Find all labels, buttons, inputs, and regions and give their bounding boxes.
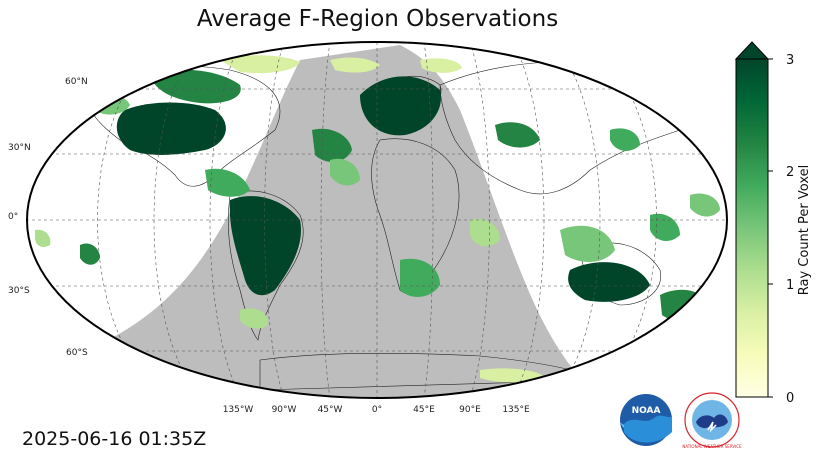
- lat-label-30n: 30°N: [8, 143, 31, 153]
- agency-logos: NOAA NATIONAL WEATHER SERVICE: [620, 392, 742, 449]
- observation-density: [35, 55, 720, 383]
- colorbar-label: Ray Count Per Voxel: [797, 165, 812, 295]
- lon-label-0: 0°: [372, 405, 382, 415]
- nws-logo-text: NATIONAL WEATHER SERVICE: [682, 444, 742, 449]
- colorbar-tick-2: 2: [786, 165, 794, 180]
- globe-outline: [26, 41, 728, 399]
- map-content: [27, 42, 727, 398]
- night-shade: [60, 45, 600, 398]
- noaa-logo-text: NOAA: [632, 406, 661, 416]
- lon-label-90e: 90°E: [459, 405, 481, 415]
- lat-label-60n: 60°N: [65, 77, 88, 87]
- colorbar-gradient: [735, 58, 769, 398]
- lon-label-45e: 45°E: [413, 405, 435, 415]
- colorbar-tick-1: 1: [786, 278, 794, 293]
- lon-label-45w: 45°W: [318, 405, 343, 415]
- lon-label-135e: 135°E: [502, 405, 530, 415]
- timestamp: 2025-06-16 01:35Z: [22, 428, 207, 450]
- noaa-logo: NOAA: [620, 394, 672, 446]
- lat-label-60s: 60°S: [66, 348, 88, 358]
- colorbar-tick-3: 3: [786, 53, 794, 68]
- colorbar-tick-0: 0: [786, 391, 794, 406]
- colorbar-extend-arrow: [734, 41, 770, 60]
- lat-label-30s: 30°S: [8, 286, 30, 296]
- lat-label-0: 0°: [8, 212, 18, 222]
- chart-title: Average F-Region Observations: [196, 6, 559, 32]
- lon-label-135w: 135°W: [223, 405, 254, 415]
- nws-logo: NATIONAL WEATHER SERVICE: [682, 392, 742, 449]
- colorbar-ticks: [768, 58, 773, 398]
- lon-label-90w: 90°W: [272, 405, 297, 415]
